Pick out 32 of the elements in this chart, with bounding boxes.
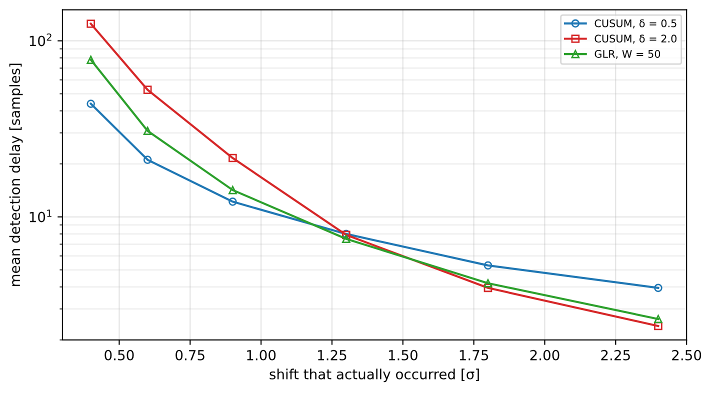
x-tick-label: 1.50	[388, 350, 418, 360]
legend-label: GLR, W = 50	[594, 50, 660, 59]
point	[86, 20, 96, 28]
point	[654, 322, 662, 330]
point	[143, 126, 152, 136]
x-tick-label: 2.50	[672, 350, 702, 360]
point	[228, 198, 237, 206]
x-tick-label: 2.00	[530, 350, 560, 360]
x-tick-label: 2.25	[601, 350, 630, 360]
x-tick-label: 0.75	[176, 350, 204, 360]
y-axis-title: mean detection delay [samples]	[9, 64, 23, 286]
point	[143, 86, 152, 94]
x-tick-label: 1.00	[247, 350, 276, 360]
point	[654, 284, 662, 292]
x-tick-label: 1.75	[460, 350, 488, 360]
point	[86, 100, 96, 108]
point	[484, 284, 492, 292]
point	[654, 314, 662, 324]
legend-label: CUSUM, δ = 0.5	[594, 19, 676, 28]
point	[484, 279, 492, 288]
x-tick-label: 1.25	[318, 350, 346, 360]
point	[228, 186, 237, 194]
y-tick-label: 10$^{1}$	[30, 210, 52, 222]
point	[484, 261, 492, 270]
legend-label: CUSUM, δ = 2.0	[594, 34, 677, 44]
point	[86, 56, 96, 64]
y-tick-label: 10$^{2}$	[30, 33, 52, 46]
point	[228, 154, 237, 162]
point	[143, 156, 152, 164]
x-axis-title: shift that actually occurred [σ]	[270, 368, 479, 382]
point	[342, 234, 350, 244]
x-tick-label: 0.50	[104, 350, 134, 360]
